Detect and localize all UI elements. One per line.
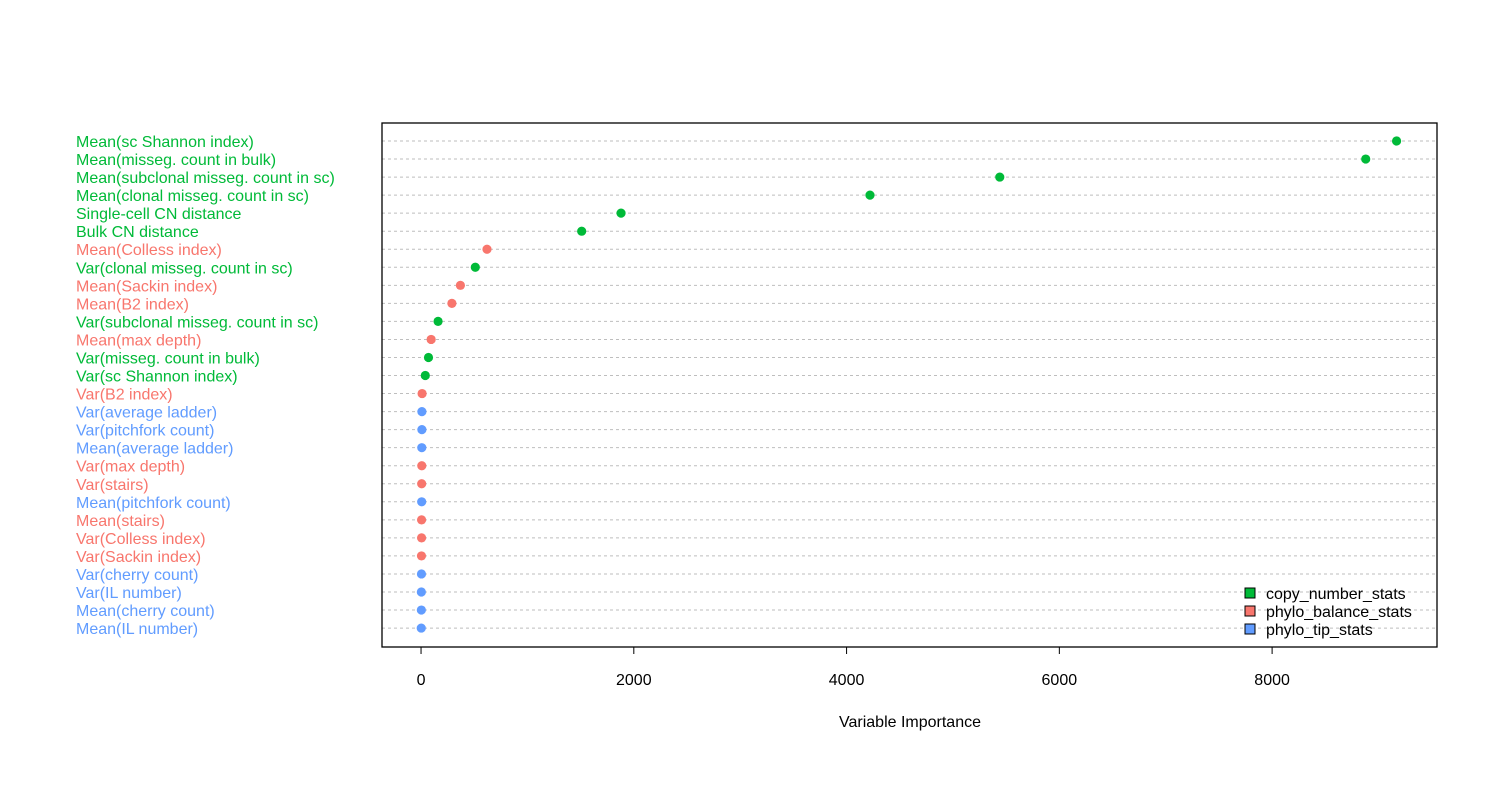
category-label: Single-cell CN distance bbox=[76, 206, 242, 223]
x-tick-label: 8000 bbox=[1254, 672, 1290, 689]
data-point bbox=[433, 316, 443, 326]
category-label: Mean(Sackin index) bbox=[76, 278, 217, 295]
legend-label: copy_number_stats bbox=[1266, 586, 1406, 603]
data-point bbox=[1391, 136, 1402, 146]
category-label: Mean(B2 index) bbox=[76, 296, 189, 313]
category-label: Mean(cherry count) bbox=[76, 603, 215, 620]
gridlines bbox=[382, 140, 1437, 629]
data-point bbox=[416, 623, 426, 633]
data-point bbox=[616, 208, 626, 218]
legend-swatch bbox=[1244, 623, 1256, 635]
data-point bbox=[447, 298, 457, 308]
category-label: Var(subclonal misseg. count in sc) bbox=[76, 314, 318, 331]
data-point bbox=[1361, 154, 1371, 164]
x-axis: 0 2000 4000 6000 8000 bbox=[417, 646, 1290, 689]
x-tick-label: 2000 bbox=[616, 672, 652, 689]
category-label: Mean(subclonal misseg. count in sc) bbox=[76, 170, 335, 187]
data-point bbox=[417, 425, 427, 435]
data-point bbox=[420, 370, 430, 381]
category-label: Var(max depth) bbox=[76, 459, 185, 476]
legend-label: phylo_tip_stats bbox=[1266, 622, 1373, 639]
data-point bbox=[416, 587, 426, 597]
data-point bbox=[577, 226, 587, 236]
category-label: Var(average ladder) bbox=[76, 405, 217, 422]
x-tick-label: 4000 bbox=[829, 672, 865, 689]
category-label: Var(Colless index) bbox=[76, 531, 206, 548]
x-tick-label: 0 bbox=[417, 672, 426, 689]
category-label: Mean(Colless index) bbox=[76, 242, 222, 259]
data-point bbox=[417, 443, 427, 453]
category-label: Mean(misseg. count in bulk) bbox=[76, 152, 276, 169]
legend-swatch bbox=[1244, 587, 1256, 599]
category-label: Mean(sc Shannon index) bbox=[76, 134, 254, 151]
category-label: Var(B2 index) bbox=[76, 387, 173, 404]
category-label: Mean(max depth) bbox=[76, 332, 201, 349]
data-point bbox=[482, 244, 492, 254]
data-point bbox=[455, 280, 466, 290]
data-point bbox=[470, 262, 480, 272]
data-point bbox=[865, 190, 875, 200]
data-point bbox=[416, 605, 426, 615]
data-point bbox=[416, 515, 427, 525]
data-point bbox=[417, 461, 427, 471]
category-label: Var(Sackin index) bbox=[76, 549, 201, 566]
category-label: Var(sc Shannon index) bbox=[76, 369, 238, 386]
data-point bbox=[426, 334, 436, 345]
data-point bbox=[417, 388, 427, 399]
data-point bbox=[416, 569, 427, 579]
legend: copy_number_statsphylo_balance_statsphyl… bbox=[1244, 586, 1412, 639]
legend-label: phylo_balance_stats bbox=[1266, 604, 1412, 621]
x-tick-label: 6000 bbox=[1042, 672, 1078, 689]
data-point bbox=[417, 479, 427, 489]
category-label: Bulk CN distance bbox=[76, 224, 199, 241]
data-point bbox=[417, 407, 427, 417]
category-label: Mean(clonal misseg. count in sc) bbox=[76, 188, 309, 205]
category-label: Var(stairs) bbox=[76, 477, 149, 494]
category-labels: Mean(sc Shannon index)Mean(misseg. count… bbox=[76, 134, 335, 638]
data-point bbox=[995, 172, 1005, 182]
data-point bbox=[417, 497, 427, 507]
data-points bbox=[416, 136, 1402, 633]
category-label: Mean(pitchfork count) bbox=[76, 495, 231, 512]
data-point bbox=[416, 533, 427, 543]
x-axis-label: Variable Importance bbox=[839, 714, 981, 731]
data-point bbox=[423, 352, 434, 363]
legend-swatch bbox=[1244, 605, 1256, 617]
category-label: Mean(IL number) bbox=[76, 621, 198, 638]
category-label: Var(misseg. count in bulk) bbox=[76, 350, 260, 367]
category-label: Var(pitchfork count) bbox=[76, 423, 214, 440]
category-label: Var(IL number) bbox=[76, 585, 182, 602]
category-label: Var(clonal misseg. count in sc) bbox=[76, 260, 293, 277]
category-label: Mean(average ladder) bbox=[76, 441, 233, 458]
data-point bbox=[416, 551, 427, 561]
category-label: Var(cherry count) bbox=[76, 567, 198, 584]
category-label: Mean(stairs) bbox=[76, 513, 165, 530]
